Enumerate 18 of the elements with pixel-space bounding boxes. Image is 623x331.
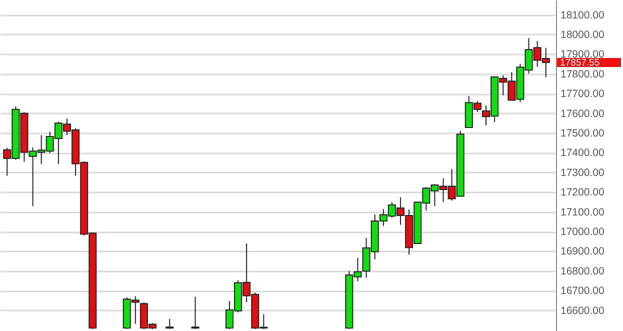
y-tick-label: 17600.00 [560,108,604,120]
candlestick [191,296,200,330]
y-tick-label: 17200.00 [560,186,604,199]
y-tick-label: 16800.00 [560,265,604,278]
y-tick-label: 16700.00 [560,285,604,298]
y-tick-label: 17400.00 [560,147,604,160]
y-tick-label: 16600.00 [560,304,604,317]
y-tick-label: 18100.00 [560,9,604,22]
candlestick [166,318,174,330]
text: 17857.55 [560,58,600,69]
y-tick-label: 17800.00 [560,68,604,80]
y-tick-label: 17300.00 [560,166,604,179]
y-tick-label: 17700.00 [560,88,604,100]
y-tick-label: 16900.00 [560,246,604,258]
y-tick-label: 18000.00 [560,28,604,41]
y-tick-label: 17500.00 [560,127,604,140]
y-tick-label: 17100.00 [560,206,604,218]
y-tick-label: 17000.00 [560,226,604,238]
